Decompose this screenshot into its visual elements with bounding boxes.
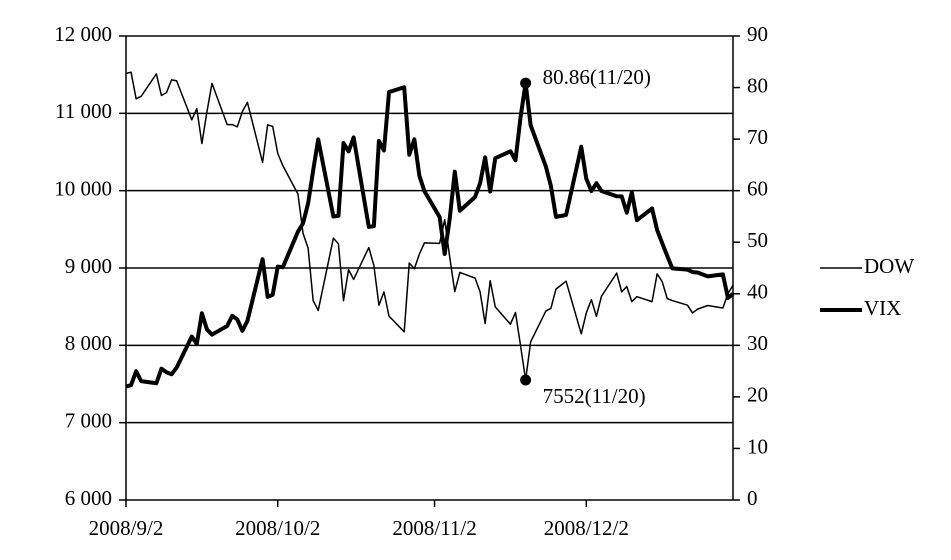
- y2-tick-label: 70: [747, 125, 768, 149]
- y-tick-label: 11 000: [55, 99, 112, 123]
- y2-tick-label: 50: [747, 228, 768, 252]
- y-tick-label: 12 000: [54, 22, 112, 46]
- annotation: 80.86(11/20): [543, 65, 651, 89]
- legend-label: VIX: [864, 296, 901, 320]
- y-tick-label: 10 000: [54, 176, 112, 200]
- y2-tick-label: 80: [747, 73, 768, 97]
- legend-label: DOW: [864, 254, 914, 278]
- y2-tick-label: 60: [747, 176, 768, 200]
- y2-tick-label: 20: [747, 383, 768, 407]
- series-line: [125, 71, 734, 381]
- x-tick-label: 2008/9/2: [89, 516, 164, 540]
- y2-tick-label: 10: [747, 434, 768, 458]
- y2-tick-label: 0: [747, 486, 758, 510]
- y-tick-label: 9 000: [65, 254, 112, 278]
- x-tick-label: 2008/11/2: [392, 516, 476, 540]
- y2-tick-label: 90: [747, 22, 768, 46]
- annotation-dot: [520, 77, 532, 89]
- y-tick-label: 7 000: [65, 408, 112, 432]
- x-tick-label: 2008/12/2: [544, 516, 629, 540]
- annotation: 7552(11/20): [543, 384, 646, 408]
- y-tick-label: 8 000: [65, 331, 112, 355]
- x-tick-label: 2008/10/2: [235, 516, 320, 540]
- y-tick-label: 6 000: [65, 486, 112, 510]
- y2-tick-label: 30: [747, 331, 768, 355]
- annotation-dot: [520, 374, 532, 386]
- y2-tick-label: 40: [747, 280, 768, 304]
- series-line: [125, 81, 735, 389]
